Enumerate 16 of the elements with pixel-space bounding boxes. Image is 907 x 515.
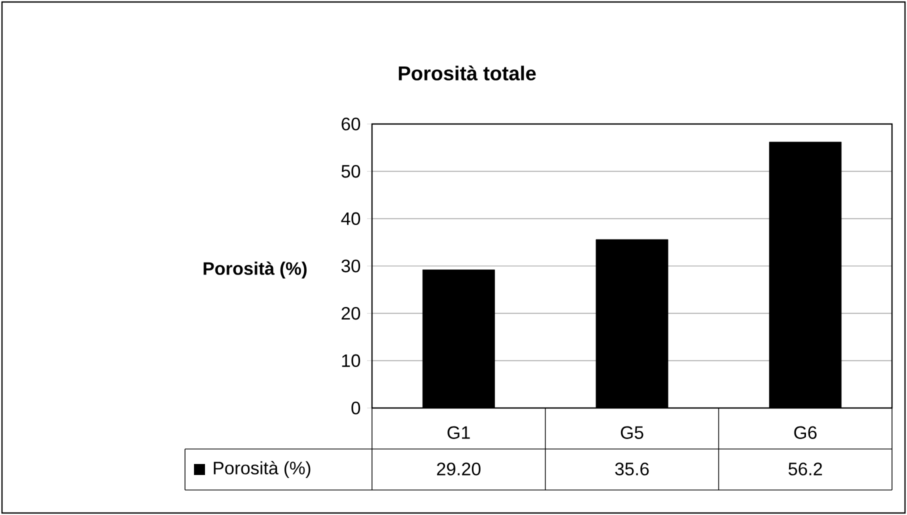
y-tick-label: 60 [342, 118, 360, 130]
data-label: 29.20 [437, 462, 480, 476]
y-tick-label: 40 [341, 212, 360, 226]
y-tick-label: 30 [341, 260, 360, 272]
data-label: 56.2 [788, 462, 822, 476]
y-tick-label: 20 [342, 306, 360, 320]
x-tick-label: G5 [620, 426, 644, 439]
data-label: 35.6 [615, 462, 649, 476]
x-tick-label: G1 [448, 426, 470, 439]
y-tick-label: 10 [342, 354, 360, 368]
legend-label: Porosità (%) [214, 461, 310, 478]
x-tick-label: G6 [794, 426, 817, 439]
chart-title: Porosità totale [398, 66, 536, 80]
y-tick-label: 0 [351, 402, 360, 414]
y-axis-title: Porosità (%) [204, 262, 307, 278]
y-tick-label: 50 [342, 164, 360, 178]
